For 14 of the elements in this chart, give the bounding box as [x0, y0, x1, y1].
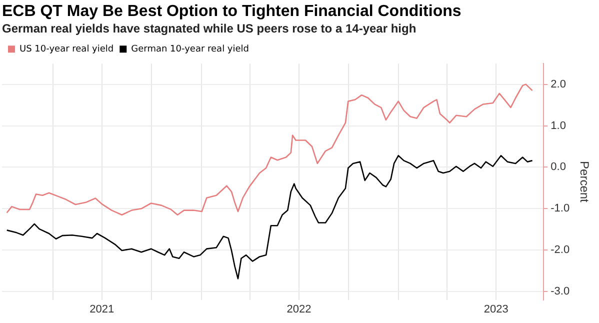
- y-axis-title: Percent: [577, 161, 592, 204]
- y-tick-label: 2.0: [550, 78, 566, 90]
- chart-subtitle: German real yields have stagnated while US peers rose to a 14-year high: [2, 22, 416, 36]
- x-tick-label: 2023: [484, 303, 508, 316]
- chart-title: ECB QT May Be Best Option to Tighten Financial Conditions: [2, 3, 462, 20]
- legend-label: German 10-year real yield: [131, 44, 250, 54]
- y-tick-label: -3.0: [550, 286, 570, 298]
- y-tick-label: 0.0: [550, 161, 566, 174]
- legend-label: US 10-year real yield: [20, 44, 114, 54]
- x-tick-label: 2021: [90, 303, 114, 316]
- y-tick-label: -2.0: [550, 244, 570, 256]
- y-tick-label: -1.0: [550, 202, 570, 215]
- x-tick-label: 2022: [286, 303, 312, 316]
- y-tick-label: 1.0: [550, 120, 566, 132]
